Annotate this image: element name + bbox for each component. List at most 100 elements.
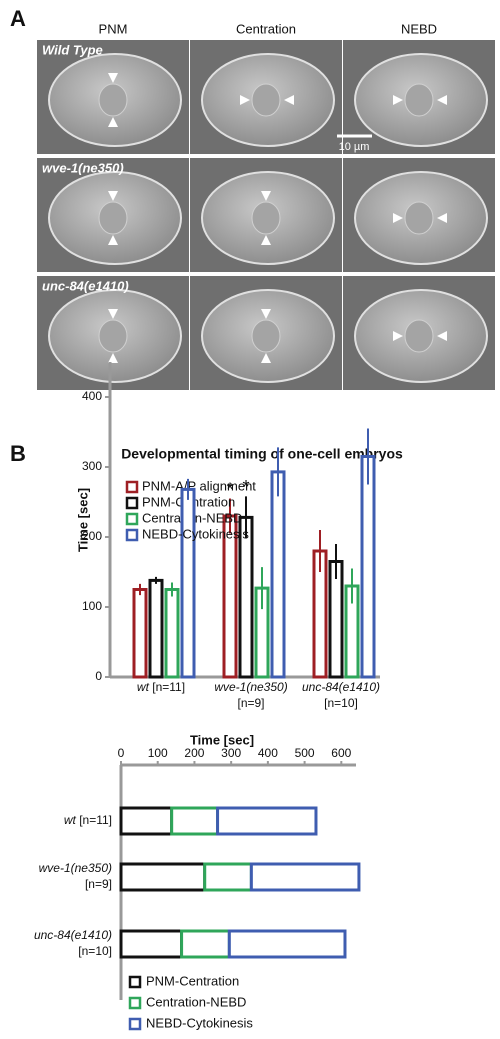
category-label: wt [n=11] [64,813,112,827]
legend-label: NEBD-Cytokinesis [142,526,249,541]
arrowhead [108,309,118,319]
category-name: unc-84(e1410) [302,680,380,694]
arrowhead [261,309,271,319]
legend-swatch [128,975,142,989]
panel-label: B [10,441,26,466]
bar-segment [216,806,318,836]
bar-segment [227,929,347,959]
legend-swatch [128,1017,142,1031]
x-tick-label: 100 [148,746,168,760]
x-axis-label: Time [sec] [190,732,254,747]
x-tick-label: 300 [221,746,241,760]
column-header: NEBD [401,21,437,36]
column-header: Centration [236,21,296,36]
annotation: * [226,479,233,499]
pronucleus [98,83,128,117]
column-header: PNM [99,21,128,36]
arrowhead [108,191,118,201]
stacked-bar-chart: Time [sec] 0 100 200 300 400 500 600 wt [n=11] wv… [34,732,361,1031]
category-n: [n=11] [76,813,112,827]
y-tick-label: 200 [82,529,102,543]
bar-segment [203,862,253,892]
category-name: wve-1(ne350) [214,680,287,694]
error-bar [272,447,284,497]
error-bar [150,576,162,584]
error-bar [240,496,252,539]
arrowhead [437,331,447,341]
legend-swatch [128,996,142,1010]
error-bar [314,530,326,572]
legend-label: PNM-A/P alignment [142,478,256,493]
category-name: wt [137,680,150,694]
error-bar [330,544,342,579]
error-bar [256,567,268,610]
bar-chart: Developmental timing of one-cell embryos… [75,362,403,710]
bar [360,455,376,679]
category-name: wt [64,813,77,827]
arrowhead [437,95,447,105]
row-label: wve-1(ne350) [42,160,124,175]
bar-segment [119,929,184,959]
pronucleus [98,201,128,235]
arrowhead [108,73,118,83]
legend-swatch [125,512,139,526]
error-bar [182,478,194,500]
category-n: [n=10] [78,944,112,958]
x-tick-label: 200 [184,746,204,760]
category-label: wve-1(ne350) [n=9] [39,861,112,891]
error-bar [166,582,178,597]
pronucleus [251,319,281,353]
legend-label: Centration-NEBD [146,994,246,1009]
panel-label: A [10,6,26,31]
row-label: unc-84(e1410) [42,278,129,293]
row-label: Wild Type [42,42,103,57]
pronucleus [404,319,434,353]
category-label: unc-84(e1410) [n=10] [34,928,112,958]
y-tick-label: 300 [82,459,102,473]
micrographs: PNM Centration NEBD Wild Type wve-1(ne350) un… [37,21,495,390]
bar-segment [249,862,361,892]
bar [164,588,180,679]
arrowhead [240,95,250,105]
annotation: * [242,477,249,497]
chart-title: Developmental timing of one-cell embryos [121,446,403,462]
error-bar [134,583,146,596]
pronucleus [404,83,434,117]
bar-segment [119,862,207,892]
bar [132,588,148,679]
arrowhead [261,353,271,363]
arrowhead [261,235,271,245]
category-name: unc-84(e1410) [34,928,112,942]
y-tick-label: 100 [82,599,102,613]
arrowhead [108,117,118,127]
bar-segment [119,806,174,836]
pronucleus [251,83,281,117]
arrowhead [437,213,447,223]
legend-swatch [125,480,139,494]
category-n: [n=9] [237,696,264,710]
legend-label: NEBD-Cytokinesis [146,1015,253,1030]
arrowhead [393,331,403,341]
category-n: [n=9] [85,877,112,891]
x-tick-label: 400 [258,746,278,760]
arrowhead [261,191,271,201]
legend-swatch [125,528,139,542]
category-name: wve-1(ne350) [39,861,112,875]
legend-label: PNM-Centration [146,973,239,988]
category-label: wt [n=11] [137,680,185,694]
x-tick-label: 500 [295,746,315,760]
bar [148,578,164,679]
pronucleus [98,319,128,353]
error-bar [224,498,236,534]
category-n: [n=10] [324,696,358,710]
category-label: wve-1(ne350) [n=9] [214,680,287,710]
bar-segment [180,929,231,959]
scale-bar-label: 10 µm [339,141,370,153]
bar-segment [170,806,220,836]
arrowhead [108,235,118,245]
x-tick-label: 600 [331,746,351,760]
error-bar [362,428,374,485]
bar [270,470,286,679]
arrowhead [284,95,294,105]
